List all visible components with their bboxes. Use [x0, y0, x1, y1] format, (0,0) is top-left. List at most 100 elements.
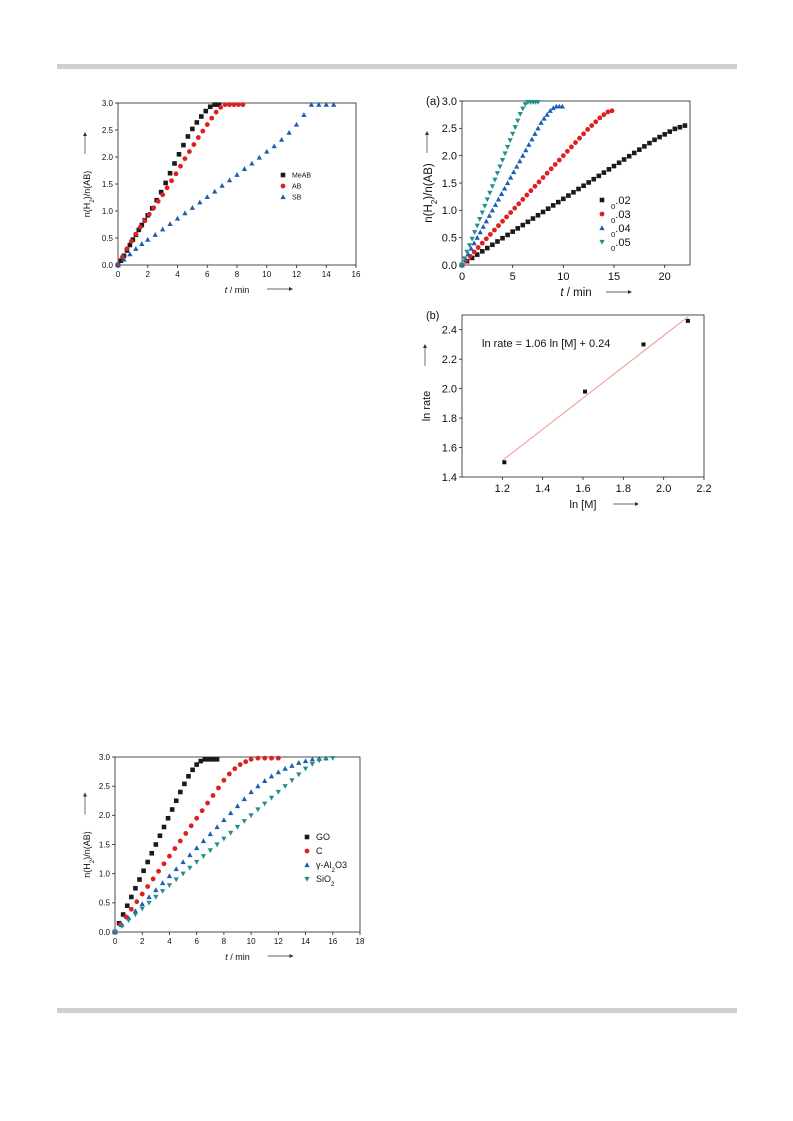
data-point — [545, 206, 551, 211]
data-point — [194, 762, 199, 767]
y-tick-label: 1.5 — [442, 178, 457, 190]
data-point — [194, 859, 200, 865]
series-2 — [459, 103, 565, 268]
legend-label: GO — [316, 832, 330, 842]
data-point — [532, 131, 538, 136]
data-point — [496, 223, 501, 229]
x-tick-label: 0 — [116, 270, 121, 279]
series-2 — [115, 101, 337, 268]
y-tick-label: 1.4 — [442, 472, 457, 484]
data-point — [331, 101, 337, 107]
data-point — [302, 766, 309, 772]
data-point — [119, 924, 125, 929]
data-point — [185, 134, 191, 139]
data-point — [631, 150, 637, 156]
data-point — [231, 102, 237, 108]
data-point — [167, 170, 173, 176]
data-point — [566, 193, 571, 198]
data-point — [194, 845, 200, 851]
y-tick-label: 3.0 — [102, 99, 114, 108]
series-2 — [112, 755, 329, 935]
data-point — [652, 137, 657, 143]
data-point — [210, 757, 216, 762]
data-point — [585, 127, 591, 132]
x-tick-label: 6 — [194, 937, 199, 946]
data-point — [207, 104, 213, 110]
data-point — [507, 174, 514, 180]
y-tick-label: 0.0 — [442, 260, 457, 272]
panel-label: (b) — [426, 310, 439, 322]
data-point — [146, 900, 152, 906]
data-point — [194, 815, 200, 821]
data-point — [172, 846, 178, 851]
data-point — [672, 126, 678, 132]
data-point — [236, 102, 241, 108]
data-point — [173, 171, 179, 177]
y-tick-label: 1.5 — [102, 180, 114, 189]
plot-frame — [117, 102, 357, 266]
series-0 — [112, 757, 220, 935]
data-point — [207, 848, 213, 854]
data-point — [504, 214, 510, 220]
data-point — [510, 229, 515, 234]
data-point — [141, 868, 146, 874]
y-axis-label: ln rate — [421, 391, 433, 422]
data-point — [593, 119, 599, 125]
data-point — [497, 164, 503, 170]
data-point — [535, 125, 541, 131]
data-point — [609, 108, 615, 114]
data-point — [282, 784, 288, 789]
x-tick-label: 2 — [146, 270, 151, 279]
y-tick-label: 1.0 — [102, 207, 114, 216]
data-point — [214, 757, 220, 762]
panel-label: (a) — [426, 96, 440, 108]
data-point — [167, 221, 173, 227]
data-point — [504, 180, 511, 186]
data-point — [275, 789, 281, 795]
legend-marker — [599, 239, 605, 245]
y-axis-arrowhead — [83, 792, 87, 797]
series-3 — [112, 756, 336, 935]
data-point — [212, 188, 218, 194]
data-point — [161, 861, 167, 867]
x-tick-label: 12 — [292, 270, 301, 279]
data-point — [206, 757, 212, 762]
data-point — [125, 918, 132, 924]
data-point — [234, 824, 241, 830]
data-point — [188, 823, 194, 829]
data-point — [228, 830, 234, 836]
data-point — [155, 198, 161, 204]
data-point — [556, 157, 562, 163]
data-point — [520, 106, 526, 112]
data-point — [221, 836, 227, 842]
data-point — [569, 144, 574, 150]
data-point — [515, 118, 521, 124]
data-point — [161, 824, 167, 830]
data-point — [330, 756, 336, 761]
data-point — [136, 227, 142, 233]
data-point — [479, 249, 485, 254]
data-point — [209, 115, 215, 121]
y-tick-label: 0.0 — [102, 261, 114, 270]
data-point — [477, 229, 483, 235]
data-point — [514, 163, 520, 169]
data-point — [605, 109, 611, 115]
data-point — [308, 101, 315, 107]
data-point — [232, 766, 238, 772]
data-point — [511, 169, 517, 175]
fit-equation: ln rate = 1.06 ln [M] + 0.24 — [482, 338, 610, 350]
data-point — [667, 129, 673, 134]
data-point — [576, 186, 581, 192]
data-point — [484, 197, 490, 203]
data-point — [139, 901, 145, 907]
data-point — [132, 912, 139, 918]
y-tick-label: 2.5 — [442, 123, 457, 135]
x-tick-label: 8 — [235, 270, 240, 279]
data-point — [601, 112, 607, 118]
x-tick-label: 10 — [557, 271, 569, 283]
data-point — [528, 188, 534, 194]
data-point — [504, 144, 511, 150]
legend-label: 0.04 — [611, 223, 631, 239]
data-point — [499, 157, 506, 163]
legend-marker — [599, 197, 605, 203]
